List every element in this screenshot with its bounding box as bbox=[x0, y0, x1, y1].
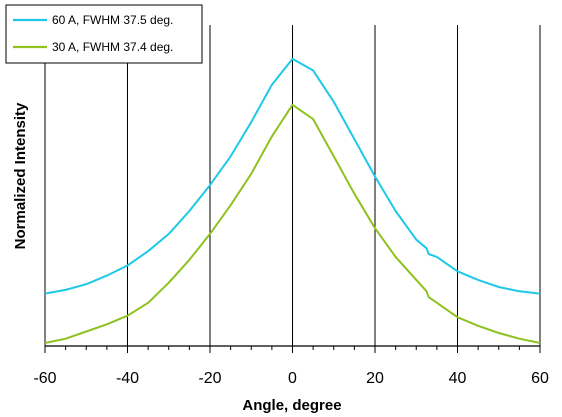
x-tick-label--40: -40 bbox=[116, 370, 139, 387]
x-tick-label-60: 60 bbox=[531, 370, 549, 387]
x-tick-label--60: -60 bbox=[33, 370, 56, 387]
legend: 60 A, FWHM 37.5 deg. 30 A, FWHM 37.4 deg… bbox=[6, 5, 202, 63]
x-tick-label-40: 40 bbox=[449, 370, 467, 387]
y-axis-title: Normalized Intensity bbox=[12, 102, 29, 249]
x-axis-title: Angle, degree bbox=[242, 397, 341, 414]
legend-label-series-1: 60 A, FWHM 37.5 deg. bbox=[52, 13, 173, 27]
x-tick-label-0: 0 bbox=[288, 370, 297, 387]
axis-layer: -60 -40 -20 0 20 40 60 bbox=[33, 346, 549, 387]
x-tick-label-20: 20 bbox=[366, 370, 384, 387]
grid-layer bbox=[45, 25, 540, 346]
x-tick-label--20: -20 bbox=[198, 370, 221, 387]
legend-label-series-2: 30 A, FWHM 37.4 deg. bbox=[52, 40, 173, 54]
